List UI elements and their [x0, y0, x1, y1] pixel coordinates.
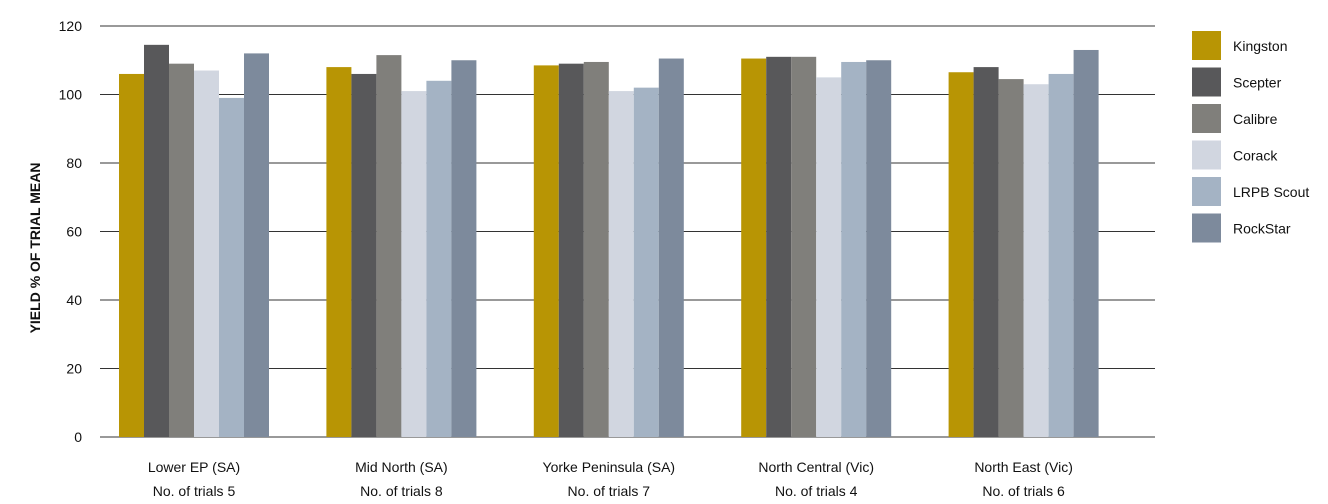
y-tick-label: 80	[66, 155, 82, 171]
category-trials-label: No. of trials 6	[982, 483, 1065, 499]
legend-swatch-lrpb-scout	[1192, 177, 1221, 206]
bar-rockstar-1	[451, 60, 477, 437]
bar-calibre-3	[791, 56, 817, 437]
bar-corack-4	[1023, 84, 1049, 437]
legend-label: RockStar	[1233, 221, 1291, 237]
bar-calibre-0	[169, 63, 194, 438]
bar-lrpb-scout-2	[633, 87, 659, 438]
category-label: Mid North (SA)	[355, 459, 448, 475]
y-axis-label: YIELD % OF TRIAL MEAN	[27, 163, 43, 334]
bar-corack-2	[608, 91, 634, 437]
bar-scepter-4	[973, 67, 999, 437]
bar-rockstar-4	[1073, 49, 1099, 437]
legend-swatch-rockstar	[1192, 213, 1221, 243]
y-tick-label: 120	[59, 18, 83, 34]
y-tick-label: 20	[66, 361, 82, 377]
bar-kingston-0	[119, 73, 144, 437]
legend-label: Corack	[1233, 148, 1278, 164]
category-label: North Central (Vic)	[758, 459, 874, 475]
category-trials-label: No. of trials 5	[153, 483, 236, 499]
bar-corack-3	[816, 77, 842, 437]
bar-rockstar-0	[244, 53, 269, 438]
bar-lrpb-scout-4	[1048, 73, 1074, 437]
legend-label: Calibre	[1233, 111, 1278, 127]
bar-rockstar-3	[866, 60, 892, 437]
bar-calibre-1	[376, 55, 402, 438]
bar-corack-1	[401, 91, 427, 437]
category-trials-label: No. of trials 4	[775, 483, 858, 499]
bar-kingston-1	[326, 67, 352, 437]
bar-scepter-2	[558, 63, 584, 438]
y-tick-label: 0	[74, 429, 82, 445]
category-trials-label: No. of trials 8	[360, 483, 443, 499]
bar-calibre-2	[583, 61, 609, 438]
bar-calibre-4	[998, 79, 1024, 438]
legend-swatch-kingston	[1192, 31, 1221, 60]
bar-lrpb-scout-0	[219, 97, 244, 438]
legend: Kingston Scepter Calibre Corack LRPB Scout Ro…	[1192, 31, 1309, 243]
legend-label: Kingston	[1233, 38, 1287, 54]
legend-swatch-scepter	[1192, 67, 1221, 97]
category-label: Yorke Peninsula (SA)	[543, 459, 676, 475]
legend-swatch-calibre	[1192, 104, 1221, 133]
bars	[119, 44, 1099, 438]
category-trials-label: No. of trials 7	[568, 483, 651, 499]
y-tick-label: 60	[66, 224, 82, 240]
y-tick-label: 100	[59, 87, 83, 103]
bar-lrpb-scout-1	[426, 80, 452, 438]
bar-kingston-4	[948, 72, 974, 438]
bar-scepter-3	[766, 56, 792, 437]
bar-kingston-3	[741, 58, 767, 437]
bar-lrpb-scout-3	[841, 61, 867, 438]
category-label: Lower EP (SA)	[148, 459, 240, 475]
legend-label: LRPB Scout	[1233, 184, 1309, 200]
bar-kingston-2	[533, 65, 559, 437]
category-labels: Lower EP (SA) No. of trials 5 Mid North (S…	[148, 459, 1073, 499]
bar-scepter-1	[351, 73, 377, 437]
category-label: North East (Vic)	[974, 459, 1073, 475]
legend-swatch-corack	[1192, 140, 1221, 170]
bar-rockstar-2	[658, 58, 684, 437]
legend-label: Scepter	[1233, 75, 1282, 91]
y-tick-label: 40	[66, 292, 82, 308]
bar-scepter-0	[144, 44, 169, 438]
bar-corack-0	[194, 70, 219, 438]
y-tick-labels: 0 20 40 60 80 100 120	[59, 18, 83, 445]
